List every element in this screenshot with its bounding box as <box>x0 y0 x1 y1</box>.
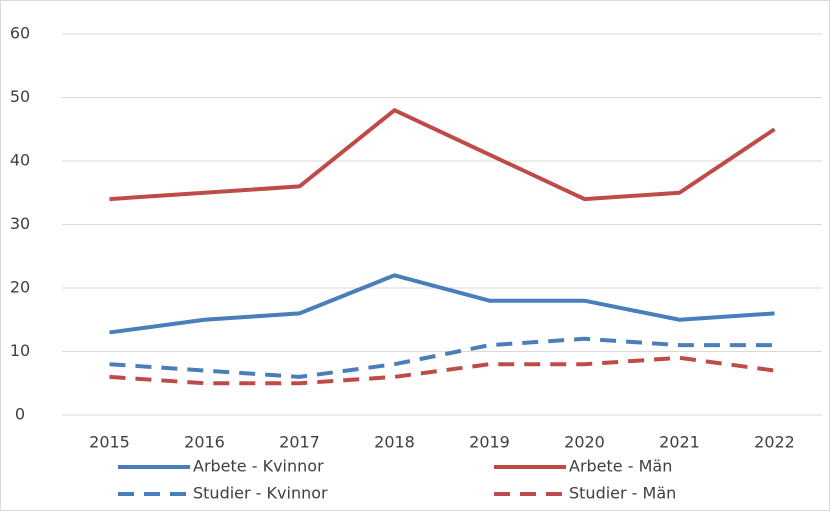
x-tick-label: 2021 <box>659 433 700 452</box>
y-tick-label: 20 <box>10 278 30 297</box>
x-tick-label: 2016 <box>184 433 225 452</box>
x-tick-label: 2015 <box>89 433 130 452</box>
x-tick-label: 2017 <box>279 433 320 452</box>
x-tick-label: 2020 <box>564 433 605 452</box>
series-line <box>109 355 775 386</box>
legend-label: Arbete - Kvinnor <box>193 457 324 476</box>
y-tick-label: 60 <box>10 24 30 43</box>
legend-label: Studier - Män <box>569 484 676 503</box>
legend-label: Studier - Kvinnor <box>193 484 328 503</box>
x-tick-label: 2019 <box>469 433 510 452</box>
y-tick-label: 0 <box>15 405 25 424</box>
y-tick-label: 10 <box>10 341 30 360</box>
y-tick-label: 30 <box>10 214 30 233</box>
legend-label: Arbete - Män <box>569 457 672 476</box>
series-line <box>109 336 775 379</box>
x-tick-label: 2022 <box>754 433 795 452</box>
x-tick-label: 2018 <box>374 433 415 452</box>
y-tick-label: 50 <box>10 87 30 106</box>
series-line <box>109 108 776 202</box>
series-line <box>109 273 775 335</box>
y-tick-label: 40 <box>10 151 30 170</box>
